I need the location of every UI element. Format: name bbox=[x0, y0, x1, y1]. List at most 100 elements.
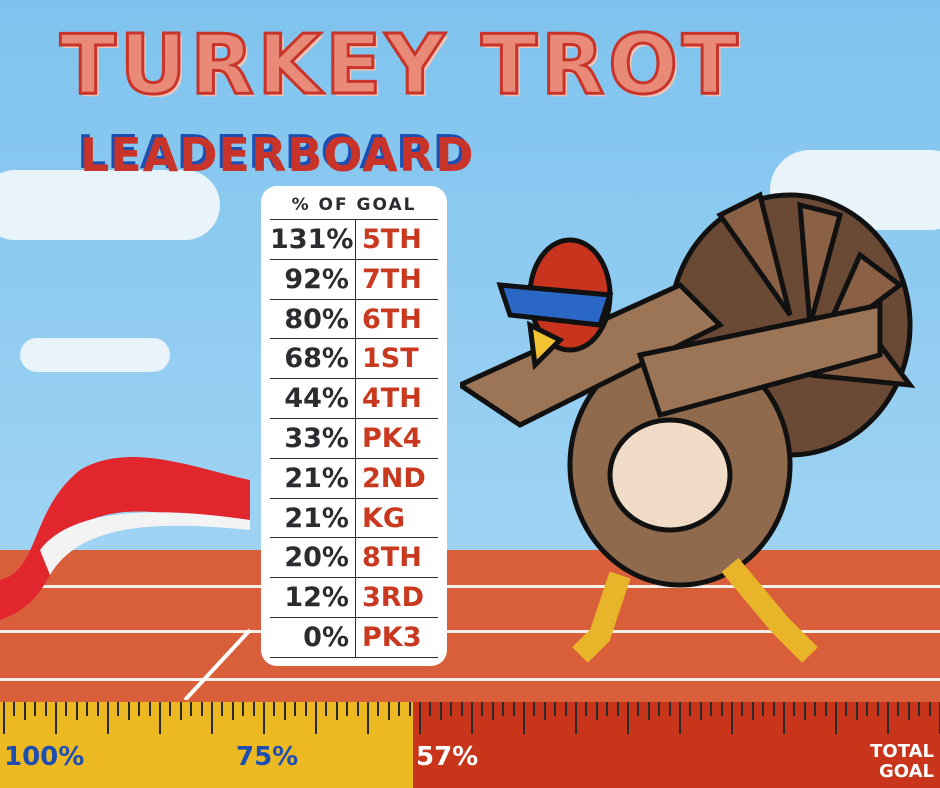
ruler-tick bbox=[3, 702, 5, 734]
ruler-tick bbox=[356, 702, 359, 716]
grade-label: 2ND bbox=[362, 462, 426, 494]
ruler-tick bbox=[897, 702, 900, 716]
ruler-tick bbox=[429, 702, 432, 716]
ruler-tick bbox=[190, 702, 193, 716]
goal-percent: 92% bbox=[270, 259, 356, 299]
leaderboard-header: % OF GOAL bbox=[270, 190, 438, 220]
goal-progress-ruler: 100% 75% 57% TOTAL GOAL bbox=[0, 702, 940, 788]
ruler-tick bbox=[710, 702, 713, 716]
ruler-tick bbox=[814, 702, 817, 716]
goal-percent: 44% bbox=[270, 379, 356, 418]
ruler-tick bbox=[460, 702, 463, 716]
page-title: TURKEY TROT bbox=[59, 17, 742, 115]
progress-fill bbox=[0, 702, 413, 788]
leaderboard-row: 12% 3RD bbox=[270, 578, 438, 618]
ruler-tick bbox=[294, 702, 297, 716]
ruler-tick bbox=[762, 702, 765, 716]
ruler-tick bbox=[325, 702, 328, 716]
grade-label: PK4 bbox=[362, 422, 422, 454]
ruler-tick bbox=[13, 702, 16, 716]
goal-percent: 20% bbox=[270, 538, 356, 578]
ruler-tick bbox=[450, 702, 453, 716]
grade-label: 4TH bbox=[362, 383, 422, 415]
total-goal-line2: GOAL bbox=[879, 761, 934, 782]
ruler-tick bbox=[928, 702, 931, 716]
ruler-tick bbox=[231, 702, 234, 720]
ruler-tick bbox=[169, 702, 172, 716]
ruler-tick bbox=[793, 702, 796, 716]
grade-label: 7TH bbox=[362, 263, 422, 295]
leaderboard-row: 33% PK4 bbox=[270, 418, 438, 459]
ruler-tick bbox=[668, 702, 671, 716]
ruler-tick bbox=[398, 702, 401, 716]
ruler-tick bbox=[918, 702, 921, 716]
ruler-tick bbox=[658, 702, 661, 716]
leaderboard-row: 68% 1ST bbox=[270, 339, 438, 380]
ruler-tick bbox=[637, 702, 640, 716]
goal-percent: 12% bbox=[270, 578, 356, 617]
ruler-tick bbox=[533, 702, 536, 716]
ruler-label-75: 75% bbox=[236, 742, 299, 772]
goal-percent: 131% bbox=[270, 220, 356, 259]
ruler-tick bbox=[179, 702, 182, 720]
leaderboard-row: 20% 8TH bbox=[270, 538, 438, 579]
ruler-tick bbox=[304, 702, 307, 716]
leaderboard-row: 131% 5TH bbox=[270, 220, 438, 260]
ruler-tick bbox=[439, 702, 442, 720]
ruler-tick bbox=[315, 702, 317, 734]
ruler-tick bbox=[689, 702, 692, 716]
ruler-tick bbox=[866, 702, 869, 716]
grade-label: 3RD bbox=[362, 582, 424, 614]
ruler-tick bbox=[741, 702, 744, 716]
ruler-tick bbox=[887, 702, 889, 734]
grade-label: 5TH bbox=[362, 224, 422, 255]
ruler-tick bbox=[127, 702, 130, 720]
ruler-tick bbox=[65, 702, 68, 716]
ruler-tick bbox=[335, 702, 338, 720]
ruler-tick bbox=[554, 702, 557, 716]
ruler-tick bbox=[720, 702, 723, 716]
ruler-tick bbox=[86, 702, 89, 716]
leaderboard-row: 80% 6TH bbox=[270, 299, 438, 340]
cloud bbox=[0, 170, 220, 240]
ruler-tick bbox=[346, 702, 349, 716]
page-subtitle: LEADERBOARD bbox=[80, 128, 475, 182]
ruler-tick bbox=[523, 702, 525, 734]
ruler-label-100: 100% bbox=[4, 742, 85, 772]
ruler-tick bbox=[606, 702, 609, 716]
ruler-tick bbox=[595, 702, 598, 720]
ruler-tick bbox=[96, 702, 99, 716]
ruler-tick bbox=[481, 702, 484, 716]
goal-percent: 21% bbox=[270, 498, 356, 538]
ruler-tick bbox=[200, 702, 203, 716]
ruler-tick bbox=[803, 702, 806, 720]
ruler-tick bbox=[148, 702, 151, 716]
ruler-tick bbox=[783, 702, 785, 734]
goal-percent: 0% bbox=[270, 617, 356, 657]
grade-label: KG bbox=[362, 502, 406, 534]
goal-percent: 80% bbox=[270, 299, 356, 339]
ruler-tick bbox=[731, 702, 733, 734]
ruler-tick bbox=[907, 702, 910, 720]
ruler-tick bbox=[263, 702, 265, 734]
ruler-tick bbox=[419, 702, 421, 734]
cloud bbox=[20, 338, 170, 372]
grade-label: 6TH bbox=[362, 303, 422, 335]
ruler-tick bbox=[75, 702, 78, 720]
ruler-tick bbox=[512, 702, 515, 716]
finish-ribbon bbox=[0, 457, 252, 700]
leaderboard-row: 0% PK3 bbox=[270, 617, 438, 658]
ruler-tick bbox=[273, 702, 276, 716]
total-goal-label: TOTAL GOAL bbox=[870, 742, 934, 782]
ruler-tick bbox=[502, 702, 505, 716]
ruler-tick bbox=[585, 702, 588, 716]
ruler-tick bbox=[408, 702, 411, 716]
ruler-tick bbox=[23, 702, 26, 720]
ruler-tick bbox=[377, 702, 380, 716]
ruler-tick bbox=[824, 702, 827, 716]
ruler-tick bbox=[34, 702, 37, 716]
grade-label: PK3 bbox=[362, 621, 422, 653]
leaderboard-row: 21% KG bbox=[270, 498, 438, 539]
ruler-tick bbox=[221, 702, 224, 716]
ruler-tick bbox=[471, 702, 473, 734]
